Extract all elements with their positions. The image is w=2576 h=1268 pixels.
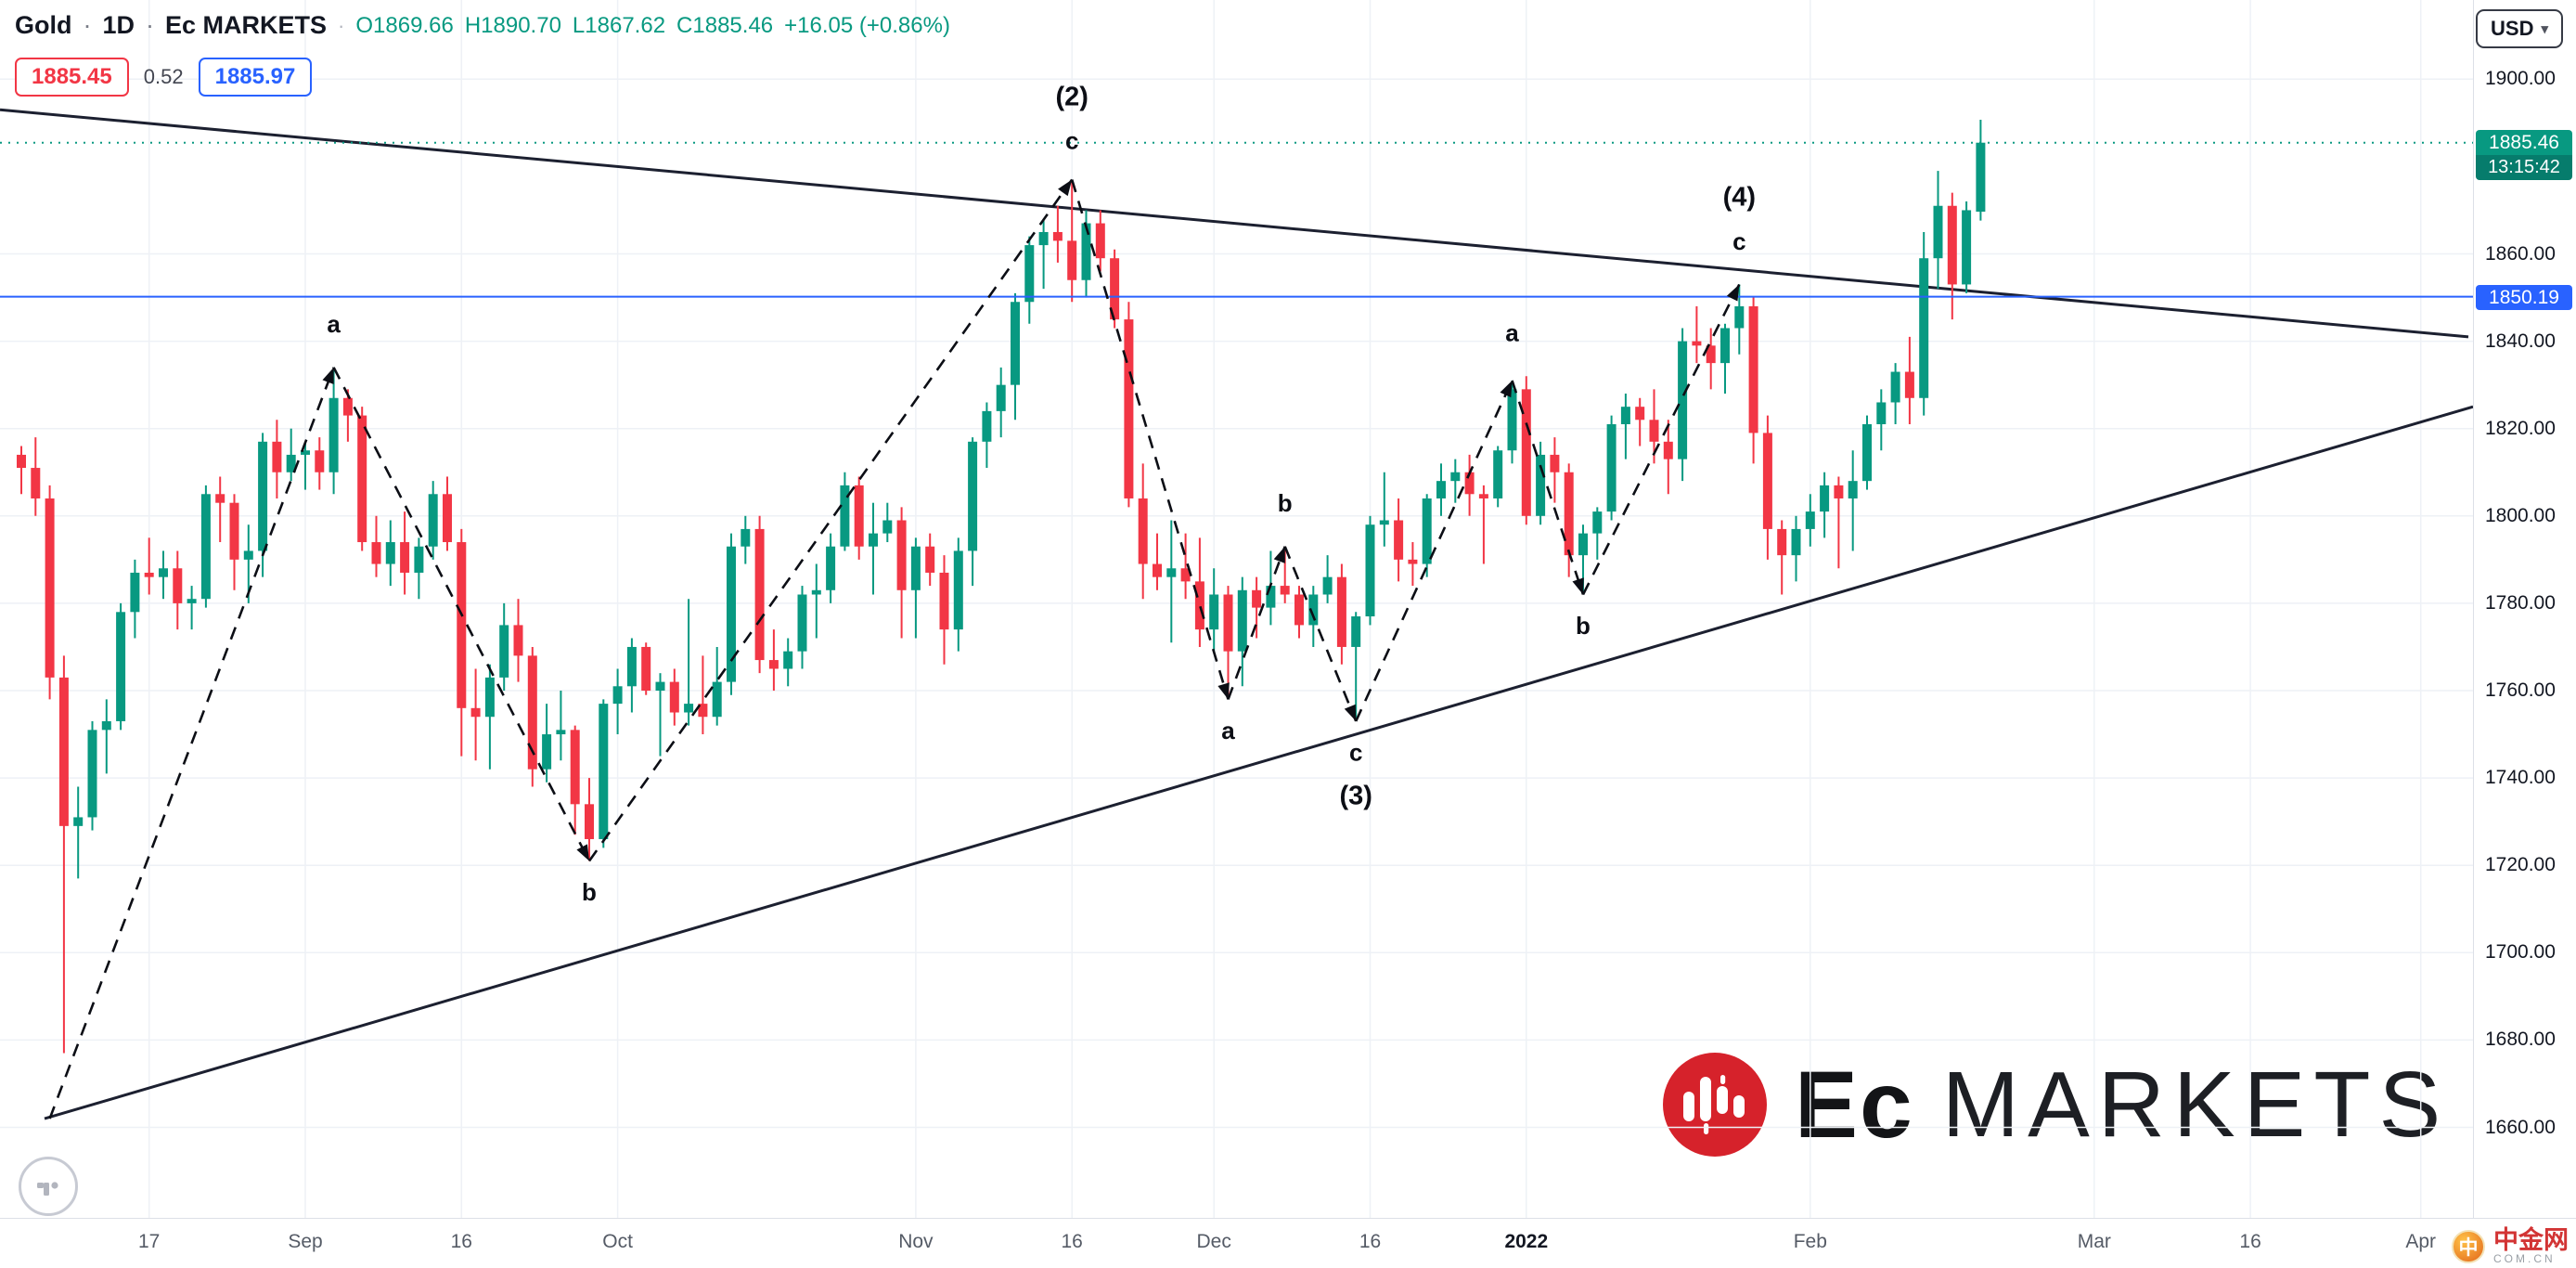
ohlc-open: O1869.66 — [355, 12, 454, 38]
price-axis-label: 1860.00 — [2485, 242, 2556, 265]
svg-text:b: b — [582, 878, 597, 906]
currency-label: USD — [2491, 17, 2534, 40]
current-price-badge: 1885.46 13:15:42 — [2476, 129, 2572, 180]
time-axis-label: Apr — [2405, 1231, 2437, 1252]
symbol-legend: Gold · 1D · Ec MARKETS · O1869.66 H1890.… — [15, 11, 950, 40]
time-axis-label: 16 — [2239, 1231, 2261, 1252]
chevron-down-icon: ▾ — [2541, 21, 2548, 37]
time-axis-label: 16 — [1359, 1231, 1382, 1252]
price-axis-label: 1760.00 — [2485, 679, 2556, 701]
price-axis-label: 1740.00 — [2485, 767, 2556, 789]
svg-text:a: a — [1505, 319, 1519, 347]
time-axis-label: 17 — [138, 1231, 161, 1252]
time-axis-label: 2022 — [1504, 1231, 1549, 1252]
broker-name[interactable]: Ec MARKETS — [165, 11, 328, 39]
tradingview-logo[interactable] — [19, 1157, 78, 1216]
time-axis-label: 16 — [1061, 1231, 1083, 1252]
site-domain: COM.CN — [2493, 1252, 2556, 1266]
candlestick-logo-glyph — [1683, 1075, 1745, 1134]
symbol-name[interactable]: Gold — [15, 11, 72, 39]
ec-markets-logo-icon — [1663, 1053, 1767, 1157]
price-axis-label: 1840.00 — [2485, 330, 2556, 352]
price-axis-label: 1780.00 — [2485, 591, 2556, 614]
time-axis[interactable]: 17 Sep 16 Oct Nov 16 Dec 16 2022 Feb Mar 16 Apr — [0, 1218, 2576, 1268]
time-axis-label: Oct — [602, 1231, 633, 1252]
ohlc-close: C1885.46 — [676, 12, 774, 38]
svg-text:c: c — [1065, 127, 1078, 155]
site-name: 中金网 — [2493, 1226, 2569, 1255]
site-watermark: 中 中金网 COM.CN — [2452, 1227, 2569, 1265]
brand-name-bold: Ec — [1795, 1052, 1914, 1158]
svg-text:b: b — [1278, 489, 1293, 517]
broker-watermark: Ec MARKETS — [1663, 1053, 2449, 1157]
svg-text:a: a — [1221, 717, 1235, 744]
svg-text:c: c — [1732, 227, 1745, 255]
bid-price-button[interactable]: 1885.45 — [15, 58, 129, 97]
svg-text:c: c — [1349, 738, 1362, 766]
price-chart-pane[interactable]: a b c (2) a b c (3) a b c (4) — [0, 0, 2473, 1218]
time-axis-label: Nov — [898, 1231, 934, 1252]
candlestick-chart-canvas: a b c (2) a b c (3) a b c (4) — [0, 0, 2473, 1218]
horizontal-line-price-badge: 1850.19 — [2476, 284, 2572, 310]
price-axis-label: 1800.00 — [2485, 504, 2556, 526]
price-axis[interactable]: 1885.46 13:15:42 1850.19 1900.00 1860.00 1… — [2473, 0, 2576, 1218]
price-axis-label: 1900.00 — [2485, 68, 2556, 90]
svg-text:(4): (4) — [1723, 183, 1756, 213]
price-axis-label: 1720.00 — [2485, 854, 2556, 876]
tradingview-logo-glyph — [37, 1182, 58, 1196]
legend-separator: · — [146, 11, 155, 39]
change-value: +16.05 (+0.86%) — [784, 12, 950, 38]
legend-separator-dot: · — [338, 13, 345, 37]
coin-icon: 中 — [2452, 1229, 2485, 1263]
svg-text:b: b — [1576, 612, 1591, 640]
time-axis-label: 16 — [450, 1231, 472, 1252]
current-price-value: 1885.46 — [2476, 129, 2572, 155]
price-axis-label: 1660.00 — [2485, 1116, 2556, 1138]
ohlc-high: H1890.70 — [464, 12, 561, 38]
bar-countdown: 13:15:42 — [2476, 154, 2572, 180]
legend-separator: · — [83, 11, 92, 39]
time-axis-label: Sep — [288, 1231, 323, 1252]
ask-price-button[interactable]: 1885.97 — [198, 58, 313, 97]
price-axis-label: 1700.00 — [2485, 941, 2556, 964]
spread-value: 0.52 — [143, 65, 184, 88]
currency-selector[interactable]: USD ▾ — [2476, 9, 2563, 48]
quote-row: 1885.45 0.52 1885.97 — [15, 58, 313, 97]
time-axis-label: Feb — [1793, 1231, 1827, 1252]
price-axis-label: 1820.00 — [2485, 417, 2556, 439]
brand-name-light: MARKETS — [1941, 1053, 2450, 1157]
time-axis-label: Dec — [1196, 1231, 1231, 1252]
svg-text:(3): (3) — [1339, 781, 1372, 810]
ohlc-low: L1867.62 — [572, 12, 666, 38]
svg-text:(2): (2) — [1055, 83, 1088, 112]
time-axis-label: Mar — [2077, 1231, 2111, 1252]
interval-label[interactable]: 1D — [102, 11, 135, 39]
price-axis-label: 1680.00 — [2485, 1029, 2556, 1051]
svg-text:a: a — [327, 310, 341, 338]
